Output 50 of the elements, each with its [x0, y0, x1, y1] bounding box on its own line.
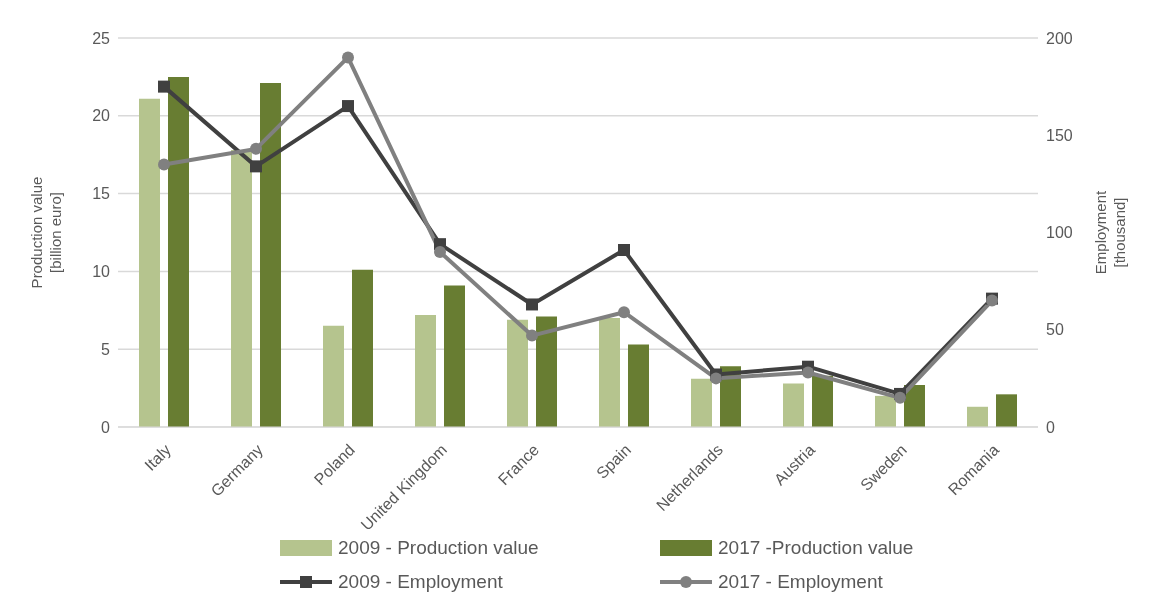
y-tick-label: 10: [92, 263, 111, 281]
legend-label: 2009 - Production value: [338, 537, 539, 559]
y2-tick-label: 100: [1046, 224, 1073, 242]
bar: [260, 83, 281, 427]
legend-label: 2017 - Employment: [718, 571, 883, 593]
point: [342, 51, 354, 64]
legend-label: 2017 -Production value: [718, 537, 914, 559]
y2-tick-label: 200: [1046, 29, 1073, 47]
bar: [168, 76, 189, 427]
point: [250, 160, 262, 173]
y2-axis-title: Employment [thousand]: [1092, 189, 1128, 275]
point: [342, 100, 354, 113]
point: [158, 158, 170, 171]
legend-label: 2009 - Employment: [338, 571, 503, 593]
bar: [231, 150, 252, 427]
y2-tick-label: 150: [1046, 126, 1073, 144]
y-tick-label: 0: [101, 418, 111, 436]
point: [802, 366, 814, 379]
y2-tick-label: 0: [1046, 418, 1055, 436]
bar: [444, 285, 465, 427]
bar: [352, 269, 373, 427]
y2-tick-label: 50: [1046, 321, 1064, 339]
point: [618, 244, 630, 257]
point: [434, 245, 446, 258]
point: [250, 142, 262, 155]
point: [526, 298, 538, 311]
y-tick-label: 15: [92, 185, 111, 203]
bar: [812, 375, 833, 427]
bar: [783, 383, 804, 427]
point: [618, 306, 630, 319]
bar: [536, 316, 557, 427]
bar: [875, 395, 896, 427]
y-tick-label: 5: [101, 340, 111, 358]
y-axis-title: Production value [billion euro]: [28, 176, 64, 289]
point: [158, 80, 170, 93]
bar: [691, 378, 712, 427]
x-tick-label: Italy: [141, 441, 175, 474]
bar: [139, 98, 160, 427]
bar: [599, 318, 620, 427]
bar: [996, 394, 1017, 427]
point: [894, 391, 906, 404]
bar: [967, 406, 988, 427]
bar: [628, 344, 649, 427]
bar: [415, 314, 436, 427]
point: [526, 329, 538, 342]
bar: [507, 319, 528, 427]
y-tick-label: 20: [92, 107, 111, 125]
bar: [323, 325, 344, 427]
point: [710, 372, 722, 385]
y-tick-label: 25: [92, 29, 111, 47]
